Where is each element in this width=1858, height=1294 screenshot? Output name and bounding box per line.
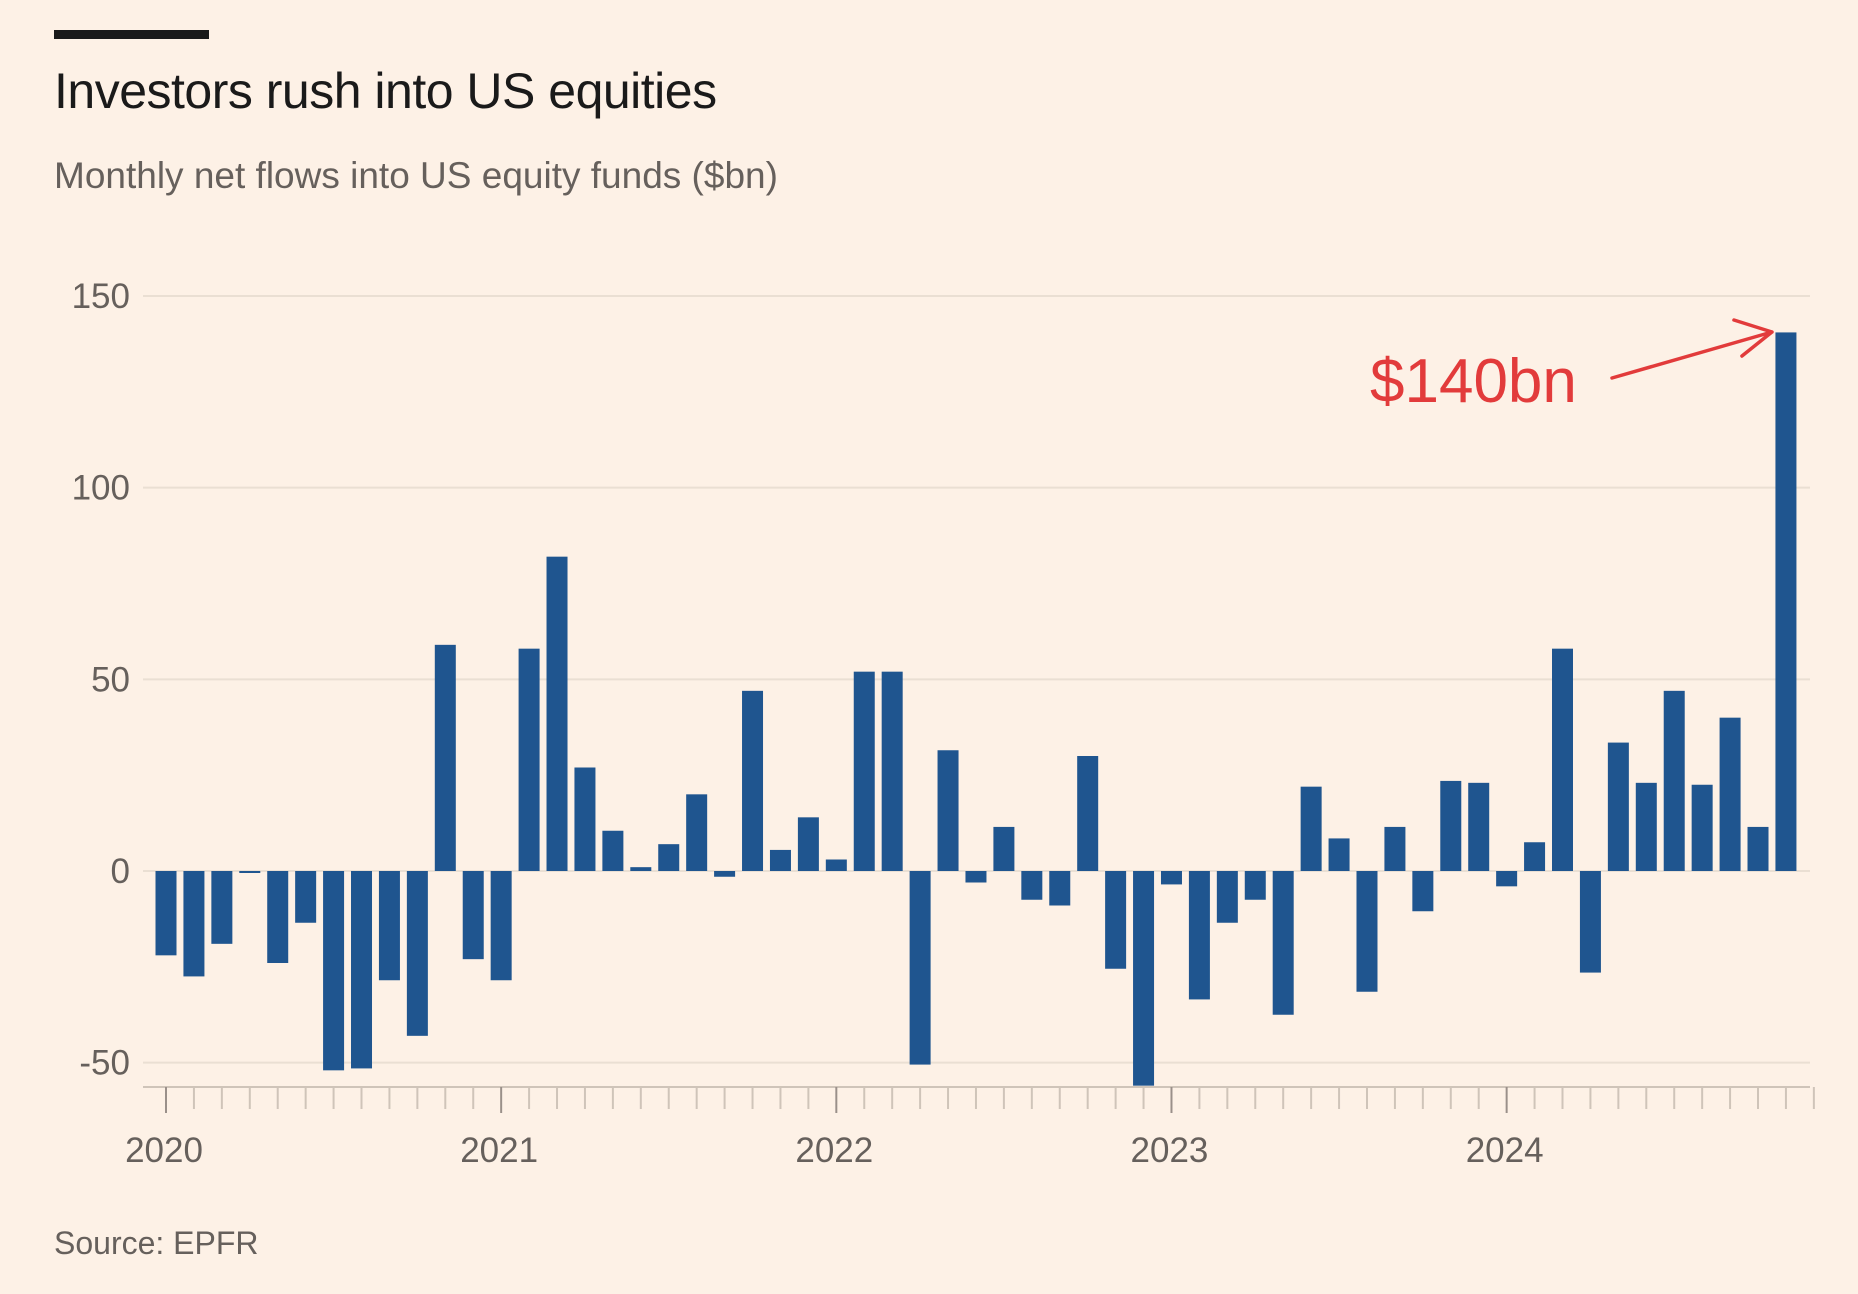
bar <box>1188 871 1210 1000</box>
bar <box>1635 782 1657 871</box>
x-axis: 2020 2021 2022 2023 2024 <box>125 1086 1815 1170</box>
bar <box>1160 871 1182 885</box>
bar <box>183 871 205 977</box>
y-tick-label: 0 <box>111 852 130 891</box>
bar <box>155 871 177 956</box>
y-axis-labels: 150 100 50 0 -50 <box>72 277 130 1083</box>
y-tick-label: 150 <box>72 277 130 316</box>
bar <box>574 767 596 871</box>
bar <box>686 794 708 871</box>
title-accent-bar <box>54 30 209 39</box>
x-tick-label: 2023 <box>1131 1131 1209 1170</box>
bar <box>1440 780 1462 871</box>
bar <box>323 871 345 1071</box>
annotation-label: $140bn <box>1370 347 1577 416</box>
bar <box>742 690 764 871</box>
x-tick-label: 2024 <box>1466 1131 1544 1170</box>
bar <box>769 849 791 871</box>
bar <box>965 871 987 883</box>
chart-title: Investors rush into US equities <box>54 63 717 119</box>
bar <box>1496 871 1518 887</box>
bar <box>1607 742 1629 871</box>
bar <box>1244 871 1266 900</box>
bar <box>462 871 484 960</box>
bar <box>714 871 736 877</box>
x-tick-label: 2022 <box>795 1131 873 1170</box>
bar <box>1468 782 1490 871</box>
bar <box>937 750 959 871</box>
bar <box>1077 756 1099 871</box>
bar <box>490 871 512 981</box>
bar <box>518 648 540 871</box>
bar <box>1412 871 1434 912</box>
bar <box>211 871 233 944</box>
bar <box>546 556 568 871</box>
y-tick-label: 50 <box>91 660 130 699</box>
chart-subtitle: Monthly net flows into US equity funds (… <box>54 155 778 196</box>
annotation: $140bn <box>1370 318 1774 416</box>
bar <box>1719 717 1741 871</box>
bar <box>1579 871 1601 973</box>
bar <box>853 671 875 871</box>
bar <box>1691 784 1713 871</box>
bar <box>658 844 680 871</box>
bar <box>630 867 652 871</box>
bars <box>155 332 1797 1086</box>
bar <box>909 871 931 1065</box>
bar <box>1524 842 1546 871</box>
bar <box>351 871 373 1069</box>
bar <box>1356 871 1378 992</box>
bar <box>993 826 1015 871</box>
bar <box>1133 871 1155 1086</box>
bar <box>1105 871 1127 969</box>
chart-source: Source: EPFR <box>54 1225 259 1261</box>
bar <box>1384 826 1406 871</box>
bar <box>378 871 400 981</box>
x-tick-label: 2020 <box>125 1131 203 1170</box>
bar <box>239 871 261 873</box>
bar <box>1300 786 1322 871</box>
bar <box>406 871 428 1036</box>
bar <box>1552 648 1573 871</box>
bar <box>825 859 847 871</box>
bar <box>1021 871 1043 900</box>
x-tick-label: 2021 <box>460 1131 538 1170</box>
y-tick-label: 100 <box>72 469 130 508</box>
bar <box>1663 690 1685 871</box>
bar <box>1216 871 1238 923</box>
bar <box>881 671 903 871</box>
bar <box>1775 332 1797 872</box>
bar <box>1328 838 1350 871</box>
bar <box>295 871 317 923</box>
y-tick-label: -50 <box>79 1044 130 1083</box>
annotation-arrowhead-icon <box>1732 318 1774 358</box>
bar <box>797 817 819 871</box>
bar <box>267 871 289 963</box>
annotation-arrow-icon <box>1610 330 1774 380</box>
bar <box>602 830 624 871</box>
bar <box>1049 871 1071 906</box>
bar <box>434 644 456 871</box>
bar <box>1747 826 1769 871</box>
bar <box>1272 871 1294 1015</box>
